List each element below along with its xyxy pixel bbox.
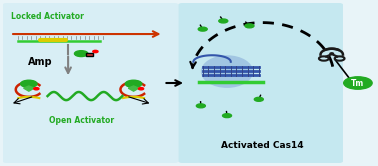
Circle shape [330,53,333,54]
Text: Locked Activator: Locked Activator [11,12,84,21]
Text: Tm: Tm [351,79,364,87]
Ellipse shape [201,55,253,88]
Circle shape [138,88,144,90]
Circle shape [197,104,205,108]
Circle shape [93,50,98,53]
Circle shape [245,24,254,28]
Circle shape [254,97,263,101]
Circle shape [219,19,228,23]
Circle shape [125,80,142,87]
FancyBboxPatch shape [87,53,93,56]
FancyBboxPatch shape [3,3,178,163]
Circle shape [223,114,231,118]
Circle shape [344,77,372,89]
Text: Amp: Amp [28,57,53,67]
Circle shape [34,88,39,90]
Circle shape [74,51,88,57]
Text: Open Activator: Open Activator [49,116,114,125]
Circle shape [198,27,207,31]
Polygon shape [128,86,139,91]
FancyBboxPatch shape [178,3,343,163]
Polygon shape [23,86,34,91]
Text: Activated Cas14: Activated Cas14 [221,141,304,150]
Circle shape [21,80,37,87]
